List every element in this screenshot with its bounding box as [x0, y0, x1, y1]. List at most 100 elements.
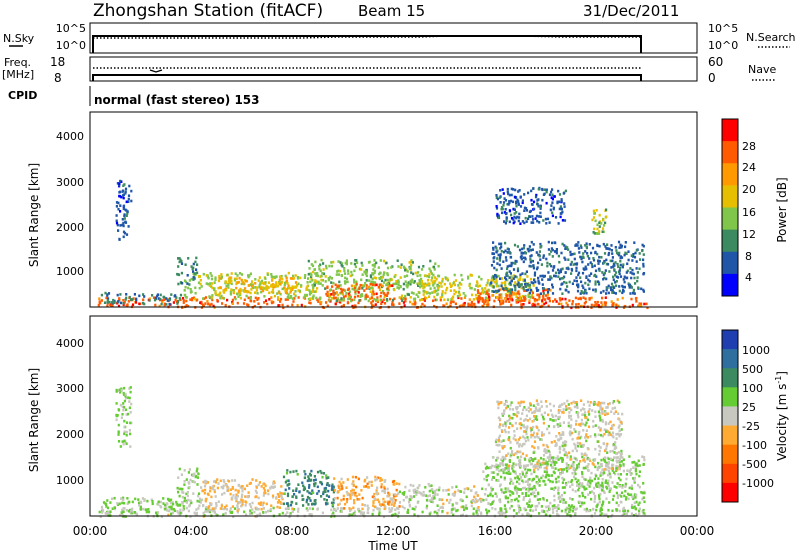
range-time-cell: [559, 472, 562, 476]
range-time-cell: [608, 431, 611, 435]
range-time-cell: [370, 301, 373, 305]
range-time-cell: [536, 504, 539, 508]
range-time-cell: [609, 420, 612, 424]
range-time-cell: [313, 283, 316, 287]
range-time-cell: [500, 490, 504, 494]
range-time-cell: [208, 295, 211, 298]
range-time-cell: [479, 284, 482, 288]
range-time-cell: [338, 299, 341, 302]
range-time-cell: [403, 266, 406, 269]
range-time-cell: [124, 298, 127, 301]
range-time-cell: [206, 492, 209, 496]
range-time-cell: [349, 497, 352, 500]
range-time-cell: [517, 284, 520, 288]
range-time-cell: [576, 464, 579, 467]
range-time-cell: [188, 283, 191, 286]
range-time-cell: [272, 485, 275, 489]
range-time-cell: [312, 294, 315, 298]
range-time-cell: [197, 281, 201, 285]
range-time-cell: [396, 259, 399, 262]
range-time-cell: [359, 512, 363, 515]
range-time-cell: [326, 482, 329, 486]
range-time-cell: [235, 282, 238, 286]
range-time-cell: [515, 497, 518, 501]
range-time-cell: [523, 419, 526, 422]
range-time-cell: [588, 274, 591, 277]
range-time-cell: [361, 496, 364, 500]
nave-dip: [149, 69, 163, 73]
range-time-cell: [525, 285, 528, 288]
range-time-cell: [430, 272, 433, 275]
range-time-cell: [281, 303, 284, 307]
range-time-cell: [383, 271, 386, 275]
range-time-cell: [509, 283, 512, 286]
range-time-cell: [585, 246, 588, 250]
range-time-cell: [494, 274, 497, 277]
range-time-cell: [490, 276, 494, 280]
range-time-cell: [197, 507, 200, 510]
range-time-cell: [452, 295, 455, 299]
range-time-cell: [624, 251, 627, 255]
range-time-cell: [491, 278, 494, 282]
range-time-cell: [183, 293, 186, 297]
range-time-cell: [542, 292, 545, 295]
range-time-cell: [162, 497, 165, 500]
range-time-cell: [135, 297, 138, 301]
range-time-cell: [470, 286, 473, 290]
range-time-cell: [426, 278, 430, 282]
range-time-cell: [529, 429, 533, 433]
range-time-cell: [391, 301, 394, 304]
range-time-cell: [499, 417, 502, 421]
range-time-cell: [599, 484, 602, 487]
range-time-cell: [613, 286, 616, 289]
range-time-cell: [259, 287, 262, 290]
range-time-cell: [275, 284, 278, 287]
range-time-cell: [604, 221, 607, 225]
range-time-cell: [622, 507, 625, 511]
range-time-cell: [517, 202, 520, 205]
range-time-cell: [246, 484, 249, 487]
range-time-cell: [214, 480, 218, 484]
range-time-cell: [514, 472, 517, 475]
range-time-cell: [270, 296, 273, 299]
range-time-cell: [325, 476, 328, 480]
freq-tick-bottom: 8: [54, 71, 62, 85]
range-time-cell: [194, 475, 197, 479]
range-time-cell: [112, 301, 115, 304]
range-time-cell: [175, 296, 178, 299]
range-time-cell: [534, 457, 537, 460]
range-time-cell: [614, 273, 617, 277]
range-time-cell: [330, 264, 333, 268]
nsky-tick-bottom: 10^0: [56, 39, 86, 52]
range-time-cell: [349, 295, 352, 299]
range-time-cell: [596, 227, 599, 231]
range-time-cell: [529, 505, 532, 509]
range-time-cell: [592, 425, 595, 428]
range-time-cell: [439, 296, 442, 299]
range-time-cell: [117, 423, 120, 427]
range-time-cell: [563, 453, 566, 457]
range-time-cell: [512, 218, 515, 221]
range-time-cell: [384, 278, 387, 282]
range-time-cell: [332, 488, 335, 492]
range-time-cell: [599, 406, 603, 409]
range-time-cell: [582, 296, 585, 299]
range-time-cell: [510, 264, 513, 268]
range-time-cell: [545, 257, 548, 261]
range-time-cell: [218, 274, 221, 278]
range-time-cell: [241, 493, 244, 497]
range-time-cell: [606, 262, 610, 266]
range-time-cell: [463, 491, 466, 494]
range-time-cell: [588, 485, 591, 488]
range-time-cell: [268, 298, 271, 301]
range-time-cell: [568, 451, 571, 455]
range-time-cell: [226, 273, 229, 277]
range-time-cell: [519, 256, 522, 259]
range-time-cell: [496, 295, 499, 299]
range-time-cell: [450, 511, 453, 514]
range-time-cell: [569, 466, 572, 470]
range-time-cell: [568, 414, 571, 418]
range-time-cell: [572, 506, 575, 510]
range-time-cell: [305, 286, 308, 289]
range-time-cell: [565, 301, 568, 305]
